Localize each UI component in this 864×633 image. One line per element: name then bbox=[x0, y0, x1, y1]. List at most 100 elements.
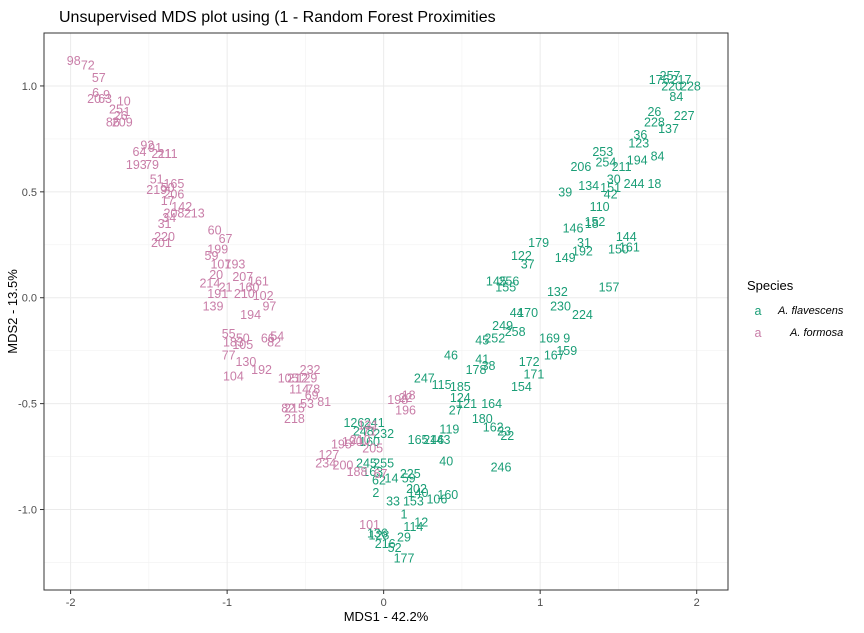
data-point-label: 211 bbox=[158, 147, 178, 161]
data-point-label: 22 bbox=[500, 429, 514, 443]
data-point-label: 200 bbox=[333, 459, 354, 473]
data-point-label: 59 bbox=[205, 249, 219, 263]
data-point-label: 123 bbox=[628, 137, 649, 151]
data-point-label: 59 bbox=[402, 471, 416, 485]
data-point-label: 199 bbox=[207, 243, 228, 257]
data-point-label: 258 bbox=[505, 325, 526, 339]
data-point-label: 162 bbox=[483, 420, 504, 434]
data-point-label: 192 bbox=[572, 245, 593, 259]
data-point-label: 82 bbox=[267, 336, 281, 350]
data-point-label: 66 bbox=[261, 331, 275, 345]
data-point-label: 131 bbox=[358, 418, 379, 432]
data-point-label: 41 bbox=[475, 353, 489, 367]
data-point-label: 57 bbox=[92, 71, 106, 85]
data-point-label: 72 bbox=[81, 58, 95, 72]
data-point-label: 98 bbox=[67, 54, 81, 68]
data-point-label: 36 bbox=[633, 128, 647, 142]
data-point-label: 136 bbox=[367, 526, 388, 540]
data-point-label: 82 bbox=[281, 401, 295, 415]
data-point-label: 31 bbox=[158, 217, 172, 231]
data-point-label: 188 bbox=[347, 465, 368, 479]
data-point-label: 256 bbox=[498, 274, 519, 288]
data-point-label: 241 bbox=[364, 416, 385, 430]
data-point-label: 67 bbox=[374, 467, 388, 481]
data-point-label: 165 bbox=[163, 177, 184, 191]
data-point-label: 154 bbox=[511, 380, 532, 394]
data-point-label: 81 bbox=[317, 395, 331, 409]
data-point-label: 30 bbox=[607, 173, 621, 187]
data-point-label: 110 bbox=[590, 200, 610, 214]
data-point-label: 160 bbox=[437, 488, 458, 502]
data-point-label: 31 bbox=[577, 236, 591, 250]
data-point-label: 206 bbox=[163, 187, 184, 201]
data-point-label: 254 bbox=[595, 156, 616, 170]
data-point-label: 228 bbox=[644, 115, 665, 129]
data-point-label: 212 bbox=[287, 372, 308, 386]
data-point-label: 14 bbox=[385, 471, 399, 485]
data-point-label: 210 bbox=[350, 433, 371, 447]
data-point-label: 211 bbox=[151, 147, 171, 161]
data-point-label: 52 bbox=[388, 541, 402, 555]
data-point-label: 142 bbox=[171, 200, 192, 214]
data-point-label: 121 bbox=[456, 397, 477, 411]
data-point-label: 171 bbox=[523, 367, 544, 381]
data-point-label: 191 bbox=[207, 287, 228, 301]
data-point-label: 183 bbox=[223, 336, 244, 350]
data-point-label: 114 bbox=[289, 382, 309, 396]
data-point-label: 55 bbox=[222, 327, 236, 341]
data-point-label: 257 bbox=[660, 69, 681, 83]
data-point-label: 124 bbox=[450, 391, 471, 405]
data-point-label: 128 bbox=[369, 528, 390, 542]
data-point-label: 1 bbox=[401, 507, 408, 521]
data-point-label: 105 bbox=[278, 372, 299, 386]
data-point-label: 78 bbox=[306, 382, 320, 396]
x-axis-title: MDS1 - 42.2% bbox=[344, 609, 429, 624]
data-point-label: 224 bbox=[572, 308, 593, 322]
data-point-label: 193 bbox=[126, 158, 147, 172]
data-point-label: 34 bbox=[162, 211, 176, 225]
data-point-label: 165 bbox=[408, 433, 429, 447]
data-point-label: 44 bbox=[510, 306, 524, 320]
data-point-label: 161 bbox=[248, 274, 269, 288]
data-point-label: 29 bbox=[397, 531, 411, 545]
data-point-label: 252 bbox=[484, 331, 505, 345]
data-point-label: 63 bbox=[98, 92, 112, 106]
data-point-label: 106 bbox=[426, 492, 447, 506]
data-point-label: 185 bbox=[450, 380, 471, 394]
data-point-label: 26 bbox=[647, 105, 661, 119]
data-point-label: 139 bbox=[203, 300, 224, 314]
x-tick-label: 0 bbox=[381, 597, 387, 609]
data-point-label: 60 bbox=[208, 223, 222, 237]
data-point-label: 12 bbox=[414, 516, 428, 530]
data-point-label: 1 bbox=[123, 105, 130, 119]
data-point-label: 119 bbox=[439, 423, 459, 437]
data-point-label: 255 bbox=[373, 456, 394, 470]
data-point-label: 149 bbox=[555, 251, 576, 265]
y-tick-label: -0.5 bbox=[18, 399, 37, 411]
data-point-label: 102 bbox=[253, 289, 274, 303]
data-point-label: 146 bbox=[563, 221, 584, 235]
data-point-label: 130 bbox=[235, 355, 256, 369]
data-point-label: 104 bbox=[223, 370, 244, 384]
data-point-label: 54 bbox=[270, 329, 284, 343]
data-point-label: 6 bbox=[92, 86, 99, 100]
data-point-label: 145 bbox=[486, 274, 507, 288]
data-point-label: 220 bbox=[154, 230, 175, 244]
data-point-label: 208 bbox=[163, 207, 184, 221]
data-point-label: 209 bbox=[112, 115, 133, 129]
plot-panel bbox=[44, 33, 728, 590]
data-point-label: 51 bbox=[150, 173, 164, 187]
x-tick-label: -1 bbox=[222, 597, 232, 609]
data-point-label: 219 bbox=[146, 183, 167, 197]
data-point-label: 39 bbox=[558, 185, 572, 199]
data-point-label: 210 bbox=[234, 287, 255, 301]
data-point-label: 196 bbox=[395, 403, 416, 417]
data-point-label: 215 bbox=[284, 401, 305, 415]
data-point-label: 18 bbox=[585, 217, 599, 231]
legend-key: a bbox=[755, 304, 762, 318]
data-point-label: 232 bbox=[300, 363, 321, 377]
legend-key: a bbox=[755, 326, 762, 340]
data-point-label: 53 bbox=[300, 397, 314, 411]
